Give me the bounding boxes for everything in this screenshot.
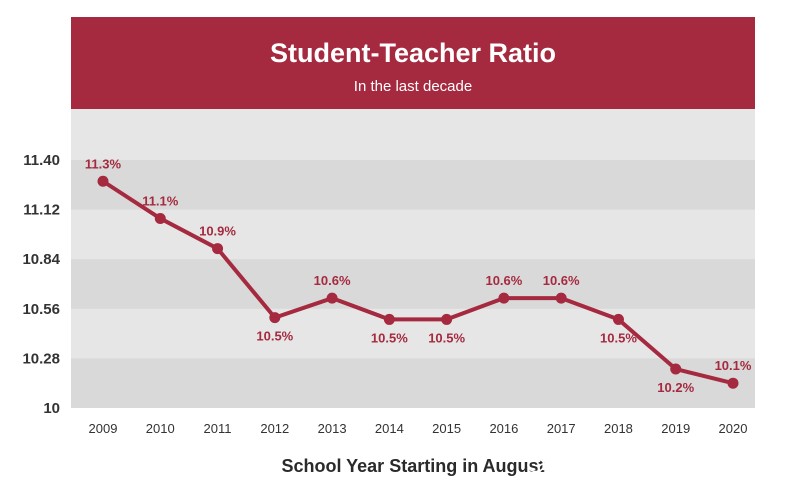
chart-subtitle: In the last decade <box>354 78 472 95</box>
x-tick-label: 2015 <box>432 421 461 436</box>
grid-band <box>71 259 755 309</box>
plot-area <box>71 109 755 408</box>
data-point <box>326 292 338 304</box>
x-tick-label: 2014 <box>375 421 404 436</box>
x-tick-label: 2017 <box>547 421 576 436</box>
data-point <box>670 363 682 375</box>
y-tick-label: 11.40 <box>23 152 60 169</box>
grid-band <box>71 358 755 408</box>
plot-background <box>71 109 755 408</box>
data-label: 10.5% <box>600 330 637 345</box>
data-point <box>154 212 166 224</box>
y-tick-label: 10 <box>43 400 60 417</box>
watermark-text: 新加坡科文教育培训中心 <box>553 457 729 476</box>
data-point <box>612 313 624 325</box>
y-tick-label: 10.56 <box>22 301 60 318</box>
data-point <box>383 313 395 325</box>
data-label: 10.6% <box>314 273 351 288</box>
header-banner <box>71 17 755 109</box>
wechat-icon <box>527 457 553 476</box>
x-tick-label: 2020 <box>719 421 748 436</box>
data-labels: 11.3% 11.1% 10.9% 10.5% 10.6% 10.5% 10.5% 10.6%… <box>85 156 752 395</box>
data-label: 11.1% <box>142 193 179 208</box>
data-label: 11.3% <box>85 156 122 171</box>
x-tick-label: 2019 <box>661 421 690 436</box>
y-tick-label: 10.28 <box>22 350 60 367</box>
data-point <box>269 312 281 324</box>
x-tick-label: 2018 <box>604 421 633 436</box>
watermark: 新加坡科文教育培训中心 <box>527 457 729 476</box>
x-tick-label: 2009 <box>89 421 118 436</box>
data-point <box>498 292 510 304</box>
data-point <box>555 292 567 304</box>
x-tick-label: 2010 <box>146 421 175 436</box>
data-label: 10.2% <box>657 380 694 395</box>
data-label: 10.5% <box>256 329 293 344</box>
data-label: 10.5% <box>428 330 465 345</box>
y-axis: 10 10.28 10.56 10.84 11.12 11.40 <box>22 152 60 417</box>
data-label: 10.6% <box>543 273 580 288</box>
data-point <box>727 377 739 389</box>
x-tick-label: 2016 <box>489 421 518 436</box>
data-label: 10.5% <box>371 330 408 345</box>
data-point <box>212 243 224 255</box>
data-label: 10.6% <box>485 273 522 288</box>
grid-band <box>71 160 755 210</box>
data-label: 10.9% <box>199 224 236 239</box>
series-line <box>101 179 735 386</box>
series <box>97 175 739 389</box>
y-tick-label: 10.84 <box>22 251 60 268</box>
x-tick-label: 2011 <box>204 421 232 436</box>
chart-title: Student-Teacher Ratio <box>270 38 556 68</box>
x-tick-label: 2013 <box>318 421 347 436</box>
data-label: 10.1% <box>715 358 752 373</box>
data-point <box>97 175 109 187</box>
y-tick-label: 11.12 <box>23 202 60 219</box>
x-tick-label: 2012 <box>260 421 289 436</box>
x-axis: 2009 2010 2011 2012 2013 2014 2015 2016 2017 2018… <box>89 421 748 436</box>
x-axis-label: School Year Starting in August <box>281 456 544 476</box>
data-point <box>441 313 453 325</box>
